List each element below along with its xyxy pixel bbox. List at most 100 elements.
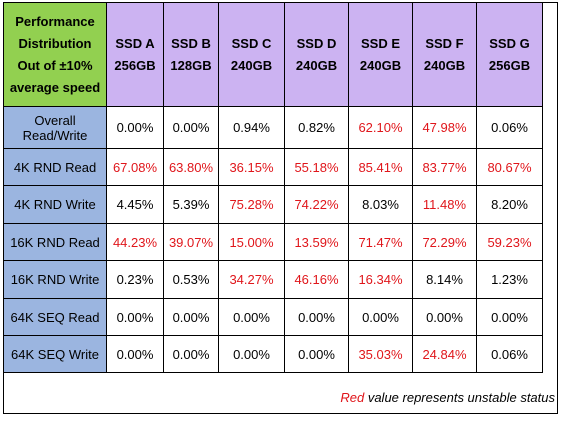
table-row: 16K RND Write 0.23% 0.53% 34.27% 46.16% 16.34…: [3, 260, 543, 299]
table-cell: 4.45%: [106, 185, 164, 224]
table-cell: 34.27%: [218, 260, 285, 299]
table-cell: 0.00%: [218, 335, 285, 373]
column-header: SSD G 256GB: [476, 2, 543, 107]
table-cell: 85.41%: [348, 148, 413, 186]
table-cell: 35.03%: [348, 335, 413, 373]
corner-line: Distribution: [18, 35, 92, 51]
column-header: SSD D 240GB: [284, 2, 349, 107]
table-cell: 59.23%: [476, 223, 543, 261]
column-name: SSD A: [115, 35, 155, 51]
column-name: SSD F: [425, 35, 464, 51]
column-header: SSD B 128GB: [163, 2, 219, 107]
row-label: 16K RND Write: [10, 272, 100, 287]
table-cell: 1.23%: [476, 260, 543, 299]
table-cell: 0.00%: [476, 298, 543, 336]
table-cell: 71.47%: [348, 223, 413, 261]
table-cell: 83.77%: [412, 148, 477, 186]
row-label: 64K SEQ Read: [10, 309, 100, 325]
table-cell: 0.00%: [348, 298, 413, 336]
column-header: SSD E 240GB: [348, 2, 413, 107]
table-cell: 63.80%: [163, 148, 219, 186]
table-cell: 11.48%: [412, 185, 477, 224]
corner-line: Performance: [15, 13, 95, 29]
column-capacity: 256GB: [114, 57, 156, 73]
table-cell: 0.00%: [284, 335, 349, 373]
table-cell: 62.10%: [348, 106, 413, 149]
performance-distribution-table: Performance Distribution Out of ±10% ave…: [3, 2, 543, 373]
footnote-text: value represents unstable status: [364, 390, 555, 405]
table-cell: 55.18%: [284, 148, 349, 186]
row-header: 16K RND Write: [3, 260, 107, 299]
table-cell: 36.15%: [218, 148, 285, 186]
table-cell: 74.22%: [284, 185, 349, 224]
table-cell: 0.06%: [476, 106, 543, 149]
table-cell: 47.98%: [412, 106, 477, 149]
row-label: Overall: [34, 112, 76, 128]
table-row: 64K SEQ Read 0.00% 0.00% 0.00% 0.00% 0.00% 0.0…: [3, 298, 543, 336]
table-cell: 67.08%: [106, 148, 164, 186]
table-cell: 0.00%: [284, 298, 349, 336]
performance-table-frame: Performance Distribution Out of ±10% ave…: [3, 2, 558, 414]
table-cell: 8.14%: [412, 260, 477, 299]
table-cell: 24.84%: [412, 335, 477, 373]
table-cell: 0.82%: [284, 106, 349, 149]
table-cell: 0.53%: [163, 260, 219, 299]
footnote-highlight: Red: [340, 390, 365, 405]
table-row: 64K SEQ Write 0.00% 0.00% 0.00% 0.00% 35.03% 2…: [3, 335, 543, 373]
column-name: SSD C: [231, 35, 272, 51]
row-header: 16K RND Read: [3, 223, 107, 261]
table-row: 16K RND Read 44.23% 39.07% 15.00% 13.59% 71.4…: [3, 223, 543, 261]
table-cell: 39.07%: [163, 223, 219, 261]
row-header: 4K RND Read: [3, 148, 107, 186]
row-header: 64K SEQ Write: [3, 335, 107, 373]
corner-line: Out of ±10%: [17, 57, 93, 73]
column-header: SSD F 240GB: [412, 2, 477, 107]
column-name: SSD G: [489, 35, 530, 51]
column-name: SSD D: [296, 35, 337, 51]
table-cell: 8.20%: [476, 185, 543, 224]
table-cell: 15.00%: [218, 223, 285, 261]
table-row: 4K RND Read 67.08% 63.80% 36.15% 55.18% 85.41…: [3, 148, 543, 186]
row-header: 4K RND Write: [3, 185, 107, 224]
table-cell: 8.03%: [348, 185, 413, 224]
row-label: 4K RND Write: [14, 197, 96, 212]
table-cell: 0.00%: [106, 106, 164, 149]
table-cell: 5.39%: [163, 185, 219, 224]
table-cell: 72.29%: [412, 223, 477, 261]
table-cell: 16.34%: [348, 260, 413, 299]
column-capacity: 128GB: [170, 57, 212, 73]
column-name: SSD B: [171, 35, 211, 51]
table-cell: 0.00%: [218, 298, 285, 336]
table-cell: 0.00%: [163, 106, 219, 149]
table-cell: 0.06%: [476, 335, 543, 373]
table-cell: 44.23%: [106, 223, 164, 261]
row-label: Read/Write: [22, 127, 88, 143]
table-cell: 0.00%: [163, 335, 219, 373]
column-header: SSD C 240GB: [218, 2, 285, 107]
row-label: 4K RND Read: [13, 159, 97, 175]
column-capacity: 240GB: [295, 57, 338, 73]
table-row: 4K RND Write 4.45% 5.39% 75.28% 74.22% 8.03% 1…: [3, 185, 543, 224]
row-header: 64K SEQ Read: [3, 298, 107, 336]
table-cell: 80.67%: [476, 148, 543, 186]
table-row: Overall Read/Write 0.00% 0.00% 0.94% 0.82% 62.…: [3, 106, 543, 149]
column-capacity: 256GB: [488, 57, 531, 73]
row-label: 64K SEQ Write: [11, 346, 99, 362]
table-cell: 75.28%: [218, 185, 285, 224]
column-header: SSD A 256GB: [106, 2, 164, 107]
table-cell: 13.59%: [284, 223, 349, 261]
column-capacity: 240GB: [359, 57, 402, 73]
table-cell: 0.00%: [106, 298, 164, 336]
column-capacity: 240GB: [230, 57, 273, 73]
table-cell: 0.00%: [163, 298, 219, 336]
table-cell: 0.94%: [218, 106, 285, 149]
row-header: Overall Read/Write: [3, 106, 107, 149]
table-cell: 0.23%: [106, 260, 164, 299]
table-cell: 0.00%: [106, 335, 164, 373]
header-row: Performance Distribution Out of ±10% ave…: [3, 2, 543, 107]
corner-line: average speed: [9, 79, 101, 95]
table-cell: 0.00%: [412, 298, 477, 336]
footnote: Red value represents unstable status: [340, 390, 555, 405]
column-name: SSD E: [360, 35, 400, 51]
column-capacity: 240GB: [423, 57, 466, 73]
